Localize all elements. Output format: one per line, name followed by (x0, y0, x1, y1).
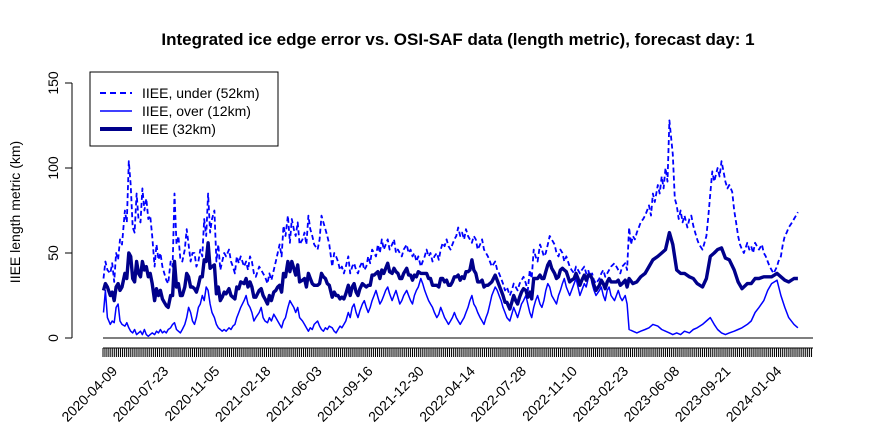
x-tick-label: 2020-07-23 (109, 363, 171, 425)
x-axis: 2020-04-092020-07-232020-11-052021-02-18… (58, 347, 813, 425)
legend-label-over: IIEE, over (12km) (142, 103, 251, 119)
legend-label-under: IIEE, under (52km) (142, 85, 260, 101)
y-axis-label: IIEE length metric (km) (7, 141, 23, 283)
y-axis: 0 50 100 150 (45, 71, 813, 342)
series-line-1 (102, 272, 799, 338)
x-tick-label: 2022-07-28 (467, 363, 529, 425)
x-tick-label: 2024-01-04 (723, 363, 785, 425)
y-tick-label: 50 (45, 245, 61, 261)
y-tick-label: 0 (45, 334, 61, 342)
series-line-2 (101, 230, 798, 311)
legend-label-total: IIEE (32km) (142, 121, 216, 137)
chart-title: Integrated ice edge error vs. OSI-SAF da… (161, 30, 754, 49)
series-line-0 (102, 119, 799, 297)
y-tick-label: 150 (45, 71, 61, 95)
legend-box (89, 71, 279, 147)
series-layer (101, 119, 799, 338)
y-tick-label: 100 (45, 156, 61, 180)
legend: IIEE, under (52km) IIEE, over (12km) IIE… (89, 71, 279, 147)
